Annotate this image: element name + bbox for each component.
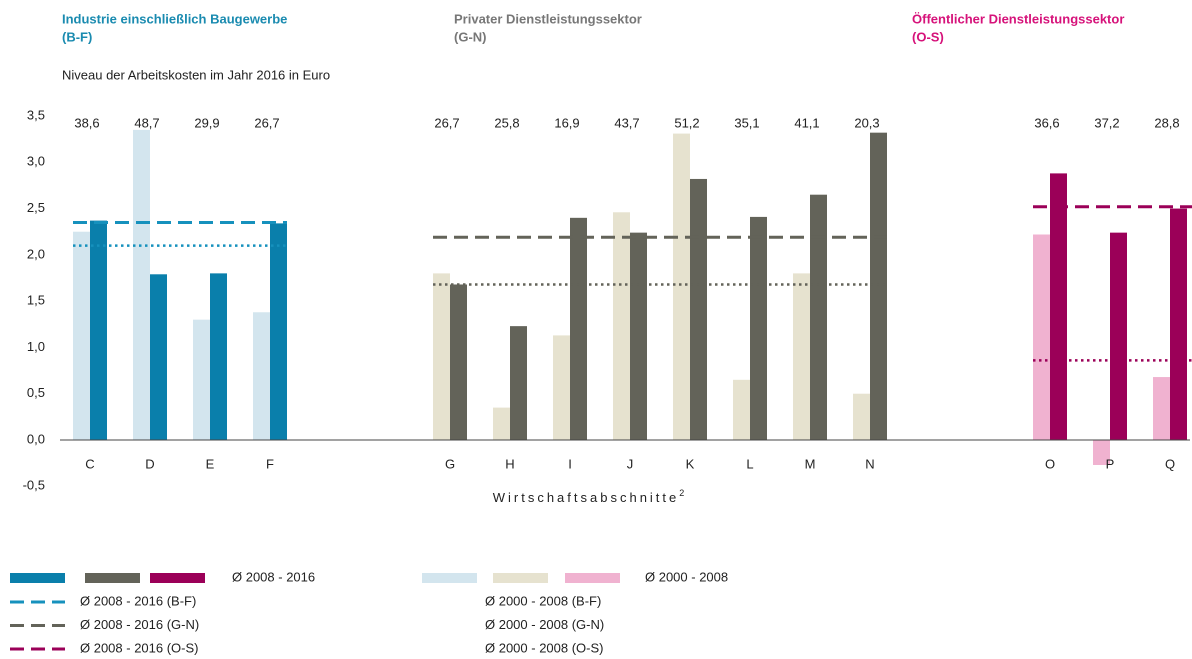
level-label: 37,2 [1094,115,1119,130]
group-code: (G-N) [454,29,487,44]
level-label: 25,8 [494,115,519,130]
bar-dark [690,178,707,440]
x-axis-label: Wirtschaftsabschnitte2 [493,488,688,505]
x-tick-label: H [505,456,514,471]
x-axis-label-text: Wirtschaftsabschnitte [493,490,680,505]
y-tick-label: 1,5 [27,293,45,308]
legend-label: Ø 2008 - 2016 (B-F) [80,593,196,608]
bar-dark [630,232,647,440]
bar-dark [810,194,827,440]
bar-dark [1170,208,1187,440]
level-label: 36,6 [1034,115,1059,130]
y-tick-label: 3,5 [27,107,45,122]
bar-light [433,273,450,440]
x-tick-label: L [746,456,753,471]
bar-dark [570,217,587,440]
legend-label: Ø 2008 - 2016 (O-S) [80,640,199,655]
x-tick-label: Q [1165,456,1175,471]
y-tick-label: -0,5 [23,478,45,493]
bar-light [673,133,690,441]
y-tick-label: 2,0 [27,246,45,261]
bar-light [1033,234,1050,440]
bar-light [853,393,870,440]
legend-label: Ø 2000 - 2008 [645,569,728,584]
level-label: 20,3 [854,115,879,130]
x-tick-label: J [627,456,634,471]
x-tick-label: I [568,456,572,471]
bar-light [613,212,630,440]
x-tick-label: M [805,456,816,471]
level-label: 35,1 [734,115,759,130]
group-title: Privater Dienstleistungssektor [454,11,642,26]
legend-swatch-light [422,573,477,583]
level-label: 51,2 [674,115,699,130]
bar-dark [870,132,887,441]
bar-light [793,273,810,440]
y-tick-label: 0,0 [27,431,45,446]
bar-light [1153,377,1170,440]
x-tick-label: O [1045,456,1055,471]
level-label: 26,7 [434,115,459,130]
y-tick-label: 2,5 [27,200,45,215]
y-tick-label: 3,0 [27,154,45,169]
subtitle: Niveau der Arbeitskosten im Jahr 2016 in… [62,67,330,82]
bar-dark [450,284,467,440]
legend-label: Ø 2008 - 2016 [232,569,315,584]
x-tick-label: D [145,456,154,471]
y-tick-label: 1,0 [27,339,45,354]
y-tick-label: 0,5 [27,385,45,400]
bar-light [493,407,510,440]
legend-swatch-light [493,573,548,583]
bar-dark [750,216,767,440]
x-tick-label: C [85,456,94,471]
bar-dark [510,326,527,440]
level-label: 48,7 [134,115,159,130]
level-label: 28,8 [1154,115,1179,130]
legend-swatch-dark [85,573,140,583]
bar-light [253,312,270,440]
bar-light [73,231,90,440]
bar-dark [150,274,167,440]
x-tick-label: F [266,456,274,471]
legend-swatch-dark [150,573,205,583]
legend-label: Ø 2008 - 2016 (G-N) [80,617,199,632]
bar-light [193,319,210,440]
bar-light [1093,440,1110,465]
level-label: 41,1 [794,115,819,130]
legend-label: Ø 2000 - 2008 (G-N) [485,617,604,632]
legend-swatch-light [565,573,620,583]
bar-light [133,129,150,440]
group-title: Öffentlicher Dienstleistungssektor [912,11,1124,26]
x-tick-label: G [445,456,455,471]
level-label: 16,9 [554,115,579,130]
bar-dark [210,273,227,440]
legend-label: Ø 2000 - 2008 (B-F) [485,593,601,608]
x-tick-label: P [1106,456,1115,471]
legend-label: Ø 2000 - 2008 (O-S) [485,640,604,655]
group-code: (B-F) [62,29,92,44]
group-title: Industrie einschließlich Baugewerbe [62,11,287,26]
level-label: 29,9 [194,115,219,130]
level-label: 38,6 [74,115,99,130]
bar-dark [270,223,287,440]
bar-light [733,379,750,440]
legend-swatch-dark [10,573,65,583]
group-code: (O-S) [912,29,944,44]
level-label: 43,7 [614,115,639,130]
bar-light [553,335,570,440]
level-label: 26,7 [254,115,279,130]
bar-dark [90,220,107,440]
x-tick-label: N [865,456,874,471]
x-tick-label: E [206,456,215,471]
x-axis-label-sup: 2 [679,488,687,498]
bar-dark [1110,232,1127,440]
x-tick-label: K [686,456,695,471]
bar-dark [1050,173,1067,440]
